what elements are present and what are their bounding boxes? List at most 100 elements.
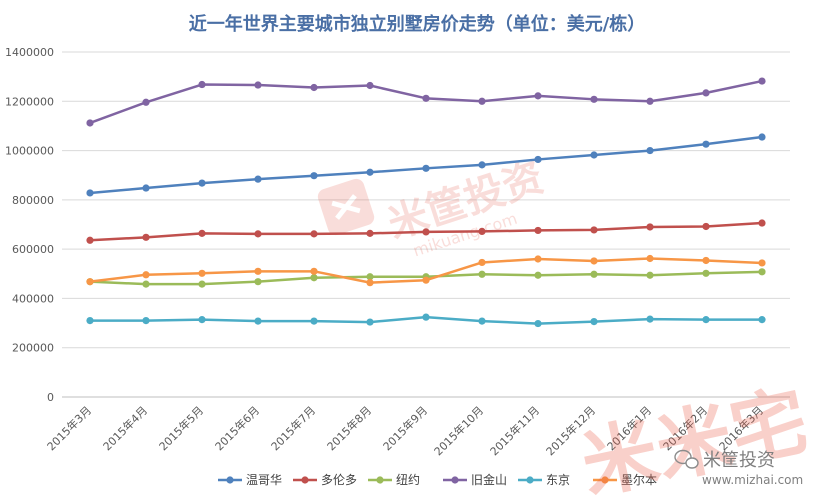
data-point (534, 319, 542, 328)
legend-item: 东京 (518, 473, 570, 487)
legend-swatch-marker (451, 476, 459, 484)
data-point (86, 236, 94, 244)
data-point (366, 81, 374, 90)
legend-label: 东京 (546, 473, 570, 487)
legend-label: 多伦多 (321, 472, 357, 487)
data-point (478, 270, 486, 278)
data-point (590, 257, 598, 265)
series-line (89, 79, 763, 125)
data-point (590, 270, 598, 278)
y-tick-label: 1200000 (5, 95, 54, 108)
data-point (758, 77, 766, 85)
y-tick-label: 0 (47, 391, 54, 404)
data-point (758, 133, 766, 141)
data-point (646, 97, 654, 105)
legend-swatch-marker (601, 476, 609, 484)
data-point (86, 278, 94, 286)
data-point (254, 230, 262, 238)
chart-title: 近一年世界主要城市独立别墅房价走势（单位：美元/栋） (189, 13, 646, 35)
data-point (702, 269, 710, 277)
data-point (254, 278, 262, 286)
data-point (198, 179, 206, 187)
watermark: 米筐投资 mikuang.com (317, 155, 549, 260)
data-point (198, 280, 206, 288)
data-point (702, 140, 710, 148)
legend-item: 多伦多 (293, 472, 357, 487)
x-tick-label: 2015年5月 (156, 403, 206, 453)
data-point (366, 168, 374, 176)
data-point (422, 164, 430, 172)
data-point (646, 271, 654, 279)
brand-watermark: 米米宅 米筐投资 www.mizhai.com (574, 375, 816, 501)
data-point (646, 315, 654, 323)
data-point (646, 254, 654, 263)
data-point (702, 256, 710, 265)
data-point (142, 280, 150, 288)
legend-item: 纽约 (368, 472, 420, 487)
data-point (702, 316, 710, 324)
x-tick-label: 2015年6月 (212, 403, 262, 453)
legend-label: 温哥华 (246, 473, 282, 487)
data-point (534, 271, 542, 279)
series-group (86, 77, 766, 328)
data-point (590, 317, 598, 326)
data-point (310, 83, 318, 92)
y-tick-label: 200000 (12, 342, 54, 355)
data-point (86, 119, 94, 127)
data-point (534, 155, 542, 164)
data-point (310, 317, 318, 325)
legend-swatch-marker (301, 476, 309, 484)
y-tick-label: 1400000 (5, 46, 54, 59)
x-tick-label: 2015年9月 (380, 403, 430, 453)
data-point (478, 317, 486, 325)
data-point (198, 80, 206, 89)
data-point (478, 258, 486, 267)
data-point (254, 317, 262, 325)
data-point (310, 274, 318, 282)
watermark-logo-mark (317, 178, 375, 236)
data-point (478, 227, 486, 235)
x-tick-label: 2015年11月 (487, 403, 542, 458)
y-axis-ticks: 0 200000 400000 600000 800000 1000000 1200000 1… (5, 46, 54, 404)
data-point (142, 271, 150, 279)
data-point (758, 268, 766, 276)
data-point (646, 146, 654, 155)
data-point (646, 223, 654, 231)
data-point (310, 230, 318, 238)
data-point (590, 226, 598, 234)
data-point (198, 316, 206, 324)
data-point (422, 313, 430, 321)
data-point (366, 229, 374, 237)
x-tick-label: 2015年10月 (431, 403, 486, 458)
x-tick-label: 2015年7月 (268, 403, 318, 453)
data-point (142, 317, 150, 325)
data-point (758, 259, 766, 267)
x-tick-label: 2015年4月 (100, 403, 150, 453)
data-point (534, 226, 542, 235)
legend: 温哥华 多伦多 纽约 旧金山 东京 墨尔本 (218, 472, 657, 487)
legend-item: 旧金山 (443, 472, 507, 487)
data-point (422, 228, 430, 236)
legend-swatch-marker (226, 476, 234, 484)
data-point (198, 229, 206, 237)
data-point (142, 98, 150, 106)
data-point (86, 189, 94, 197)
data-point (366, 279, 374, 287)
y-tick-label: 400000 (12, 292, 54, 305)
data-point (142, 233, 150, 241)
data-point (702, 222, 710, 231)
data-point (478, 161, 486, 169)
x-tick-label: 2015年3月 (44, 403, 94, 453)
data-point (366, 273, 374, 281)
data-point (758, 316, 766, 324)
legend-label: 旧金山 (471, 472, 507, 487)
data-point (310, 172, 318, 180)
legend-item: 温哥华 (218, 473, 282, 487)
y-tick-label: 600000 (12, 243, 54, 256)
data-point (590, 95, 598, 103)
data-point (142, 184, 150, 192)
y-tick-label: 800000 (12, 194, 54, 207)
legend-label: 墨尔本 (621, 472, 657, 487)
data-point (86, 317, 94, 325)
